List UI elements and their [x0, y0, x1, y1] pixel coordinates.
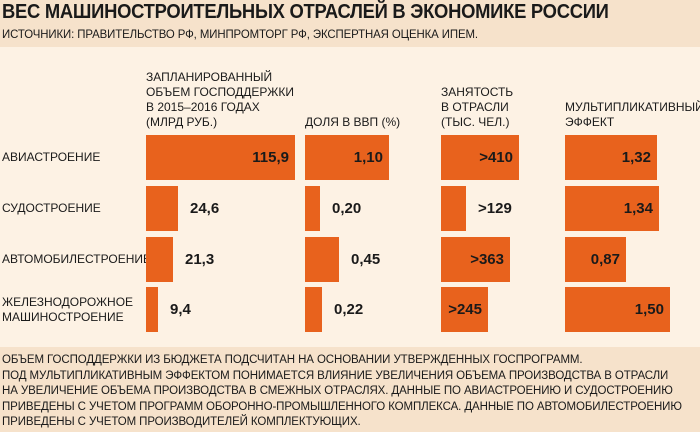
bar [305, 135, 389, 180]
bar [305, 186, 320, 231]
column-header-line: ЭФФЕКТ [565, 115, 615, 129]
column-header-line: ЗАНЯТОСТЬ [441, 85, 514, 99]
data-label: 21,3 [185, 250, 215, 268]
column-header-line: (МЛРД РУБ.) [146, 115, 218, 129]
data-label: 0,45 [351, 250, 381, 268]
footnote-line: ПРИВЕДЕНЫ С УЧЕТОМ ПРОГРАММ ОБОРОННО-ПРО… [2, 400, 682, 413]
bar [565, 287, 670, 332]
chart-sources: ИСТОЧНИКИ: ПРАВИТЕЛЬСТВО РФ, МИНПРОМТОРГ… [2, 27, 478, 41]
category-label: СУДОСТРОЕНИЕ [2, 201, 101, 216]
column-header-line: (ТЫС. ЧЕЛ.) [441, 115, 510, 129]
column-header-line: ОБЪЕМ ГОСПОДДЕРЖКИ [146, 85, 294, 99]
bar [305, 237, 339, 282]
column-header-line: ДОЛЯ В ВВП (%) [305, 115, 401, 129]
category-label-line: АВИАСТРОЕНИЕ [2, 150, 101, 164]
data-label: 115,9 [252, 148, 289, 166]
column-header: МУЛЬТИПЛИКАТИВНЫЙ ЭФФЕКТ [565, 100, 700, 130]
footnotes: ОБЪЕМ ГОСПОДДЕРЖКИ ИЗ БЮДЖЕТА ПОДСЧИТАН … [2, 353, 692, 431]
column-header-line: В 2015–2016 ГОДАХ [146, 100, 260, 114]
category-label-line: СУДОСТРОЕНИЕ [2, 201, 101, 215]
column-header-line: ЗАПЛАНИРОВАННЫЙ [146, 70, 273, 84]
data-label: >410 [479, 148, 513, 166]
bar [146, 237, 173, 282]
bar [305, 287, 322, 332]
bar [441, 237, 510, 282]
footnote-line: ОБЪЕМ ГОСПОДДЕРЖКИ ИЗ БЮДЖЕТА ПОДСЧИТАН … [2, 354, 583, 366]
chart-title: ВЕС МАШИНОСТРОИТЕЛЬНЫХ ОТРАСЛЕЙ В ЭКОНОМ… [2, 1, 609, 23]
data-label: 9,4 [170, 300, 191, 318]
column-header: ЗАНЯТОСТЬ В ОТРАСЛИ (ТЫС. ЧЕЛ.) [441, 85, 513, 130]
data-label: 1,10 [353, 148, 383, 166]
bar [441, 135, 519, 180]
data-label: 0,87 [590, 250, 620, 268]
bar [146, 287, 158, 332]
footnote-line: ПОД МУЛЬТИПЛИКАТИВНЫМ ЭФФЕКТОМ ПОНИМАЕТС… [2, 369, 669, 382]
data-label: 1,34 [623, 199, 653, 217]
data-label: >245 [448, 300, 482, 318]
data-label: 1,32 [621, 148, 651, 166]
footnote-line: НА УВЕЛИЧЕНИЕ ОБЪЕМА ПРОИЗВОДСТВА В СМЕЖ… [2, 385, 673, 397]
category-label: ЖЕЛЕЗНОДОРОЖНОЕ МАШИНОСТРОЕНИЕ [2, 295, 133, 325]
column-header-line: МУЛЬТИПЛИКАТИВНЫЙ [565, 100, 700, 114]
data-label: 0,20 [332, 199, 362, 217]
column-header: ЗАПЛАНИРОВАННЫЙ ОБЪЕМ ГОСПОДДЕРЖКИ В 2015–… [146, 70, 294, 130]
data-label: 24,6 [190, 199, 220, 217]
category-label: АВИАСТРОЕНИЕ [2, 150, 100, 165]
bar [565, 186, 659, 231]
bar [565, 135, 657, 180]
data-label: 0,22 [334, 300, 364, 318]
column-header: ДОЛЯ В ВВП (%) [305, 115, 400, 130]
category-label-line: МАШИНОСТРОЕНИЕ [2, 309, 124, 324]
bar [441, 287, 488, 332]
category-label-line: ЖЕЛЕЗНОДОРОЖНОЕ [2, 294, 134, 309]
bar [565, 237, 626, 282]
data-label: 1,50 [634, 300, 664, 318]
data-label: >363 [470, 250, 504, 268]
bar [441, 186, 466, 231]
category-label-line: АВТОМОБИЛЕСТРОЕНИЕ [2, 252, 152, 266]
bar [146, 135, 295, 180]
data-label: >129 [478, 199, 512, 217]
footnote-line: ПРИВЕДЕНЫ С УЧЕТОМ ПРОИЗВОДИТЕЛЕЙ КОМПЛЕ… [2, 416, 361, 428]
bar [146, 186, 178, 231]
column-header-line: В ОТРАСЛИ [441, 100, 509, 114]
category-label: АВТОМОБИЛЕСТРОЕНИЕ [2, 252, 151, 267]
